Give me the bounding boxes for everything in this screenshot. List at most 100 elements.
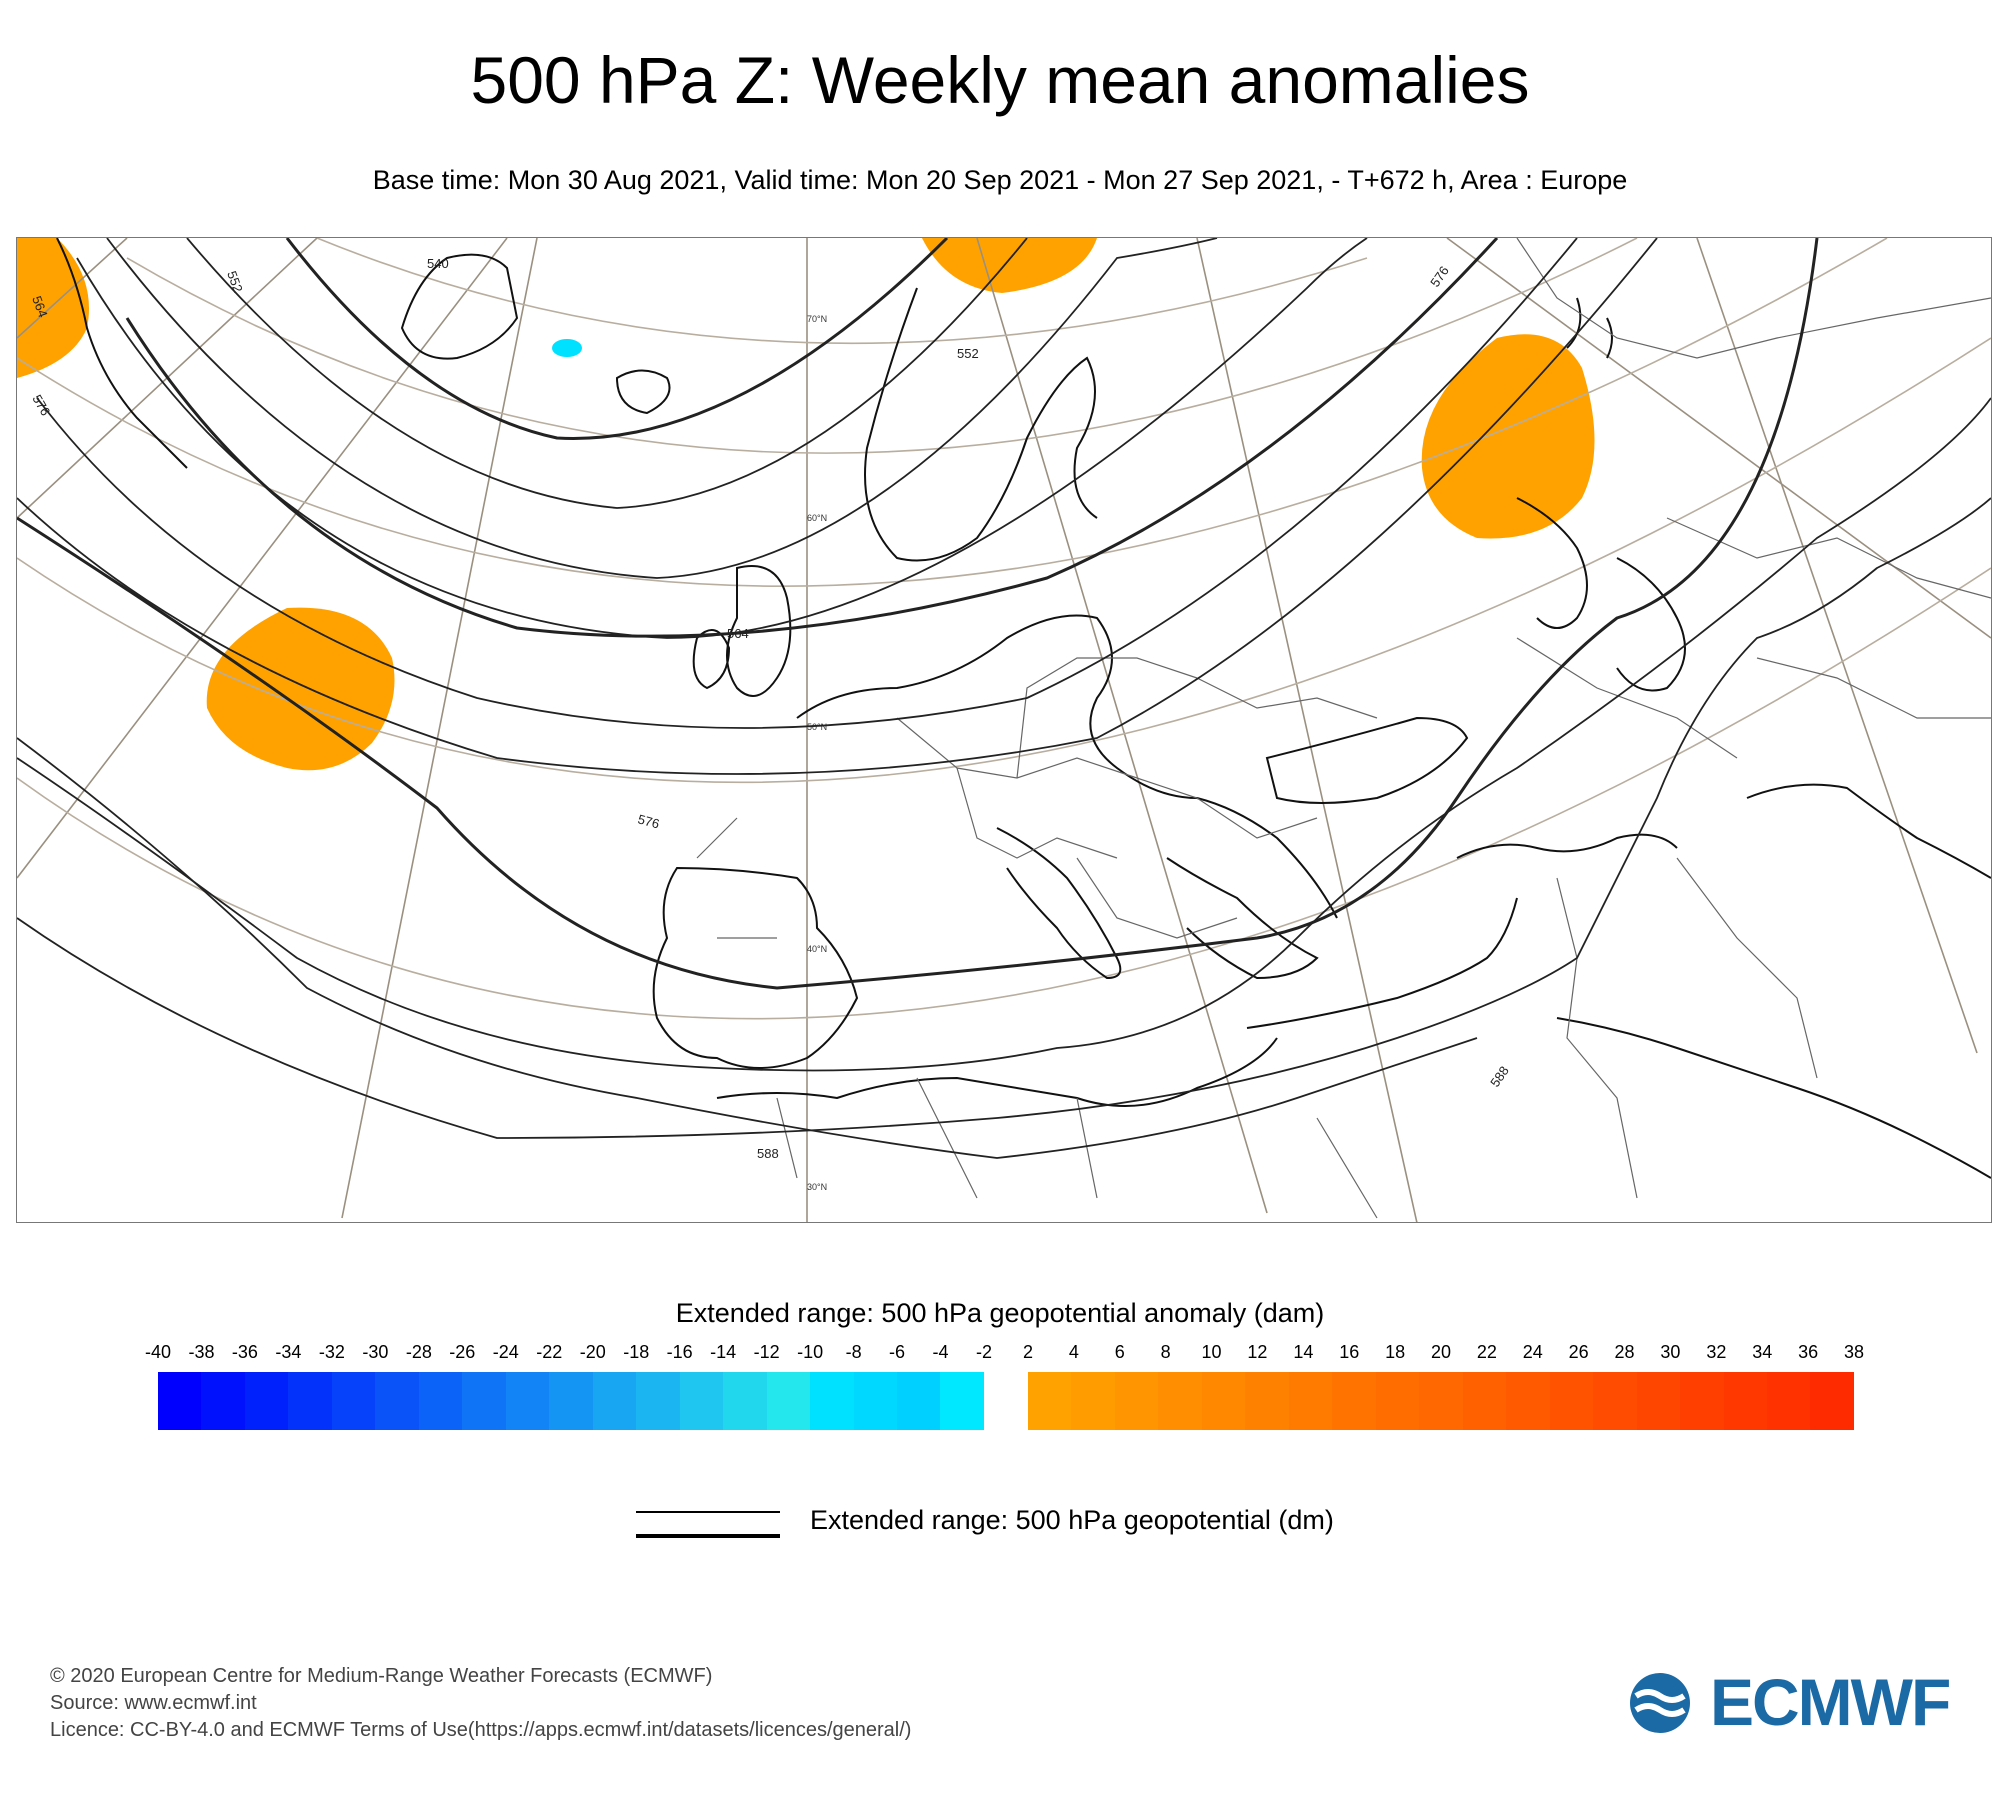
colorbar-tick-label: -40	[144, 1342, 172, 1362]
colorbar-tick-label: 20	[1430, 1342, 1452, 1362]
contour-line-legend	[636, 1511, 780, 1538]
licence-text: Licence: CC-BY-4.0 and ECMWF Terms of Us…	[50, 1719, 912, 1741]
colorbar-tick-label: -30	[362, 1342, 389, 1362]
colorbar-tick-label: -18	[623, 1342, 650, 1362]
colorbar-tick-label: 12	[1247, 1342, 1268, 1362]
map-canvas: 70°N 60°N 50°N 40°N 30°N	[17, 238, 1991, 1222]
ecmwf-logo: ECMWF	[1622, 1665, 1958, 1739]
line-legend-text: Extended range: 500 hPa geopotential (dm…	[810, 1505, 1334, 1535]
anomaly-patch-negative	[552, 339, 582, 357]
colorbar-segment	[1593, 1372, 1637, 1430]
colorbar-segment	[1506, 1372, 1550, 1430]
ecmwf-logo-icon	[1630, 1673, 1690, 1733]
colorbar-tick-label: 22	[1476, 1342, 1497, 1362]
colorbar-segment	[896, 1372, 941, 1430]
colorbar-tick-label: 26	[1568, 1342, 1589, 1362]
colorbar-tick-label: -14	[710, 1342, 737, 1362]
colorbar-segment	[1201, 1372, 1246, 1430]
colorbar-segment	[1114, 1372, 1159, 1430]
colorbar-tick-label: -22	[536, 1342, 563, 1362]
colorbar-tick-label: -8	[845, 1342, 862, 1362]
contour-label: 540	[427, 256, 449, 271]
colorbar-tick-label: -28	[405, 1342, 432, 1362]
colorbar-tick-label: 32	[1706, 1342, 1727, 1362]
colorbar-tick-label: 30	[1660, 1342, 1681, 1362]
contour-label: 552	[224, 269, 246, 295]
colorbar-segment	[418, 1372, 463, 1430]
source-text: Source: www.ecmwf.int	[50, 1692, 257, 1714]
lat-label-70: 70°N	[807, 314, 827, 324]
footer: © 2020 European Centre for Medium-Range …	[50, 1663, 911, 1744]
anomaly-patch-positive	[206, 607, 395, 771]
contour-label: 564	[727, 626, 749, 641]
colorbar-segment	[766, 1372, 811, 1430]
colorbar-segment	[1288, 1372, 1333, 1430]
colorbar-segment	[1680, 1372, 1724, 1430]
colorbar-tick-label: 24	[1522, 1342, 1543, 1362]
colorbar-segment	[375, 1372, 419, 1430]
colorbar-tick-label: -12	[753, 1342, 780, 1362]
colorbar-tick-label: -36	[231, 1342, 258, 1362]
anomaly-patch-positive	[922, 238, 1097, 293]
colorbar-segment	[679, 1372, 724, 1430]
colorbar-segment	[1462, 1372, 1507, 1430]
colorbar-segment	[288, 1372, 332, 1430]
colorbar-segment	[1723, 1372, 1767, 1430]
colorbar-tick-label: -32	[318, 1342, 345, 1362]
colorbar-segment	[158, 1372, 202, 1430]
colorbar-tick-label: -26	[449, 1342, 476, 1362]
colorbar-segment	[1810, 1372, 1854, 1430]
colorbar-positive	[1028, 1372, 1854, 1430]
colorbar-segment	[636, 1372, 680, 1430]
colorbar-negative	[158, 1372, 984, 1430]
colorbar-segment	[244, 1372, 289, 1430]
colorbar-tick-label: 34	[1752, 1342, 1773, 1362]
contour-label: 564	[29, 294, 51, 320]
contour-labels: 564 552 540 576 552 564 576 588 588 576	[29, 256, 1512, 1161]
colorbar-segment	[1375, 1372, 1420, 1430]
contour-label: 552	[957, 346, 979, 361]
colorbar-labels: -40 -38 -36 -34 -32 -30 -28 -26 -24 -22 -20 -18 -16-…	[0, 1342, 2000, 1366]
colorbar-segment	[1071, 1372, 1115, 1430]
colorbar-tick-label: -38	[188, 1342, 215, 1362]
colorbar-tick-label: 4	[1068, 1342, 1079, 1362]
colorbar-tick-label: 38	[1843, 1342, 1865, 1362]
anomaly-patch-positive	[1421, 334, 1595, 539]
colorbar-tick-label: -24	[492, 1342, 519, 1362]
europe-map: 70°N 60°N 50°N 40°N 30°N	[16, 237, 1992, 1223]
colorbar-tick-label: -4	[932, 1342, 949, 1362]
colorbar-segment	[462, 1372, 506, 1430]
colorbar-segment	[1332, 1372, 1376, 1430]
contour-label: 588	[757, 1146, 779, 1161]
colorbar-segment	[331, 1372, 376, 1430]
colorbar-tick-label: 6	[1114, 1342, 1125, 1362]
copyright-text: © 2020 European Centre for Medium-Range …	[50, 1665, 713, 1687]
colorbar-segment	[853, 1372, 897, 1430]
colorbar-tick-label: -20	[579, 1342, 606, 1362]
contour-label: 576	[1427, 263, 1452, 289]
coastlines	[56, 238, 1991, 1179]
latitude-labels: 70°N 60°N 50°N 40°N 30°N	[807, 314, 827, 1192]
colorbar-tick-label: -34	[275, 1342, 302, 1362]
colorbar-tick-label: -16	[666, 1342, 693, 1362]
chart-title: 500 hPa Z: Weekly mean anomalies	[470, 43, 1530, 117]
country-borders	[696, 238, 1991, 1219]
geopotential-contours	[17, 238, 1991, 1159]
colorbar-segment	[940, 1372, 984, 1430]
colorbar-segment	[1766, 1372, 1811, 1430]
colorbar-tick-label: -6	[889, 1342, 906, 1362]
colorbar-segment	[592, 1372, 637, 1430]
chart-subtitle: Base time: Mon 30 Aug 2021, Valid time: …	[372, 165, 1628, 195]
colorbar-tick-label: 2	[1022, 1342, 1034, 1362]
colorbar-tick-label: -2	[975, 1342, 993, 1362]
colorbar-tick-label: 8	[1160, 1342, 1171, 1362]
colorbar-tick-label: 36	[1798, 1342, 1819, 1362]
contour-label: 588	[1487, 1063, 1512, 1089]
colorbar-tick-label: 16	[1339, 1342, 1360, 1362]
colorbar-segment	[549, 1372, 593, 1430]
colorbar-tick-label: -10	[797, 1342, 824, 1362]
ecmwf-logo-text: ECMWF	[1710, 1665, 1951, 1739]
colorbar-segment	[810, 1372, 854, 1430]
lat-label-50: 50°N	[807, 722, 827, 732]
colorbar-tick-label: 18	[1385, 1342, 1406, 1362]
